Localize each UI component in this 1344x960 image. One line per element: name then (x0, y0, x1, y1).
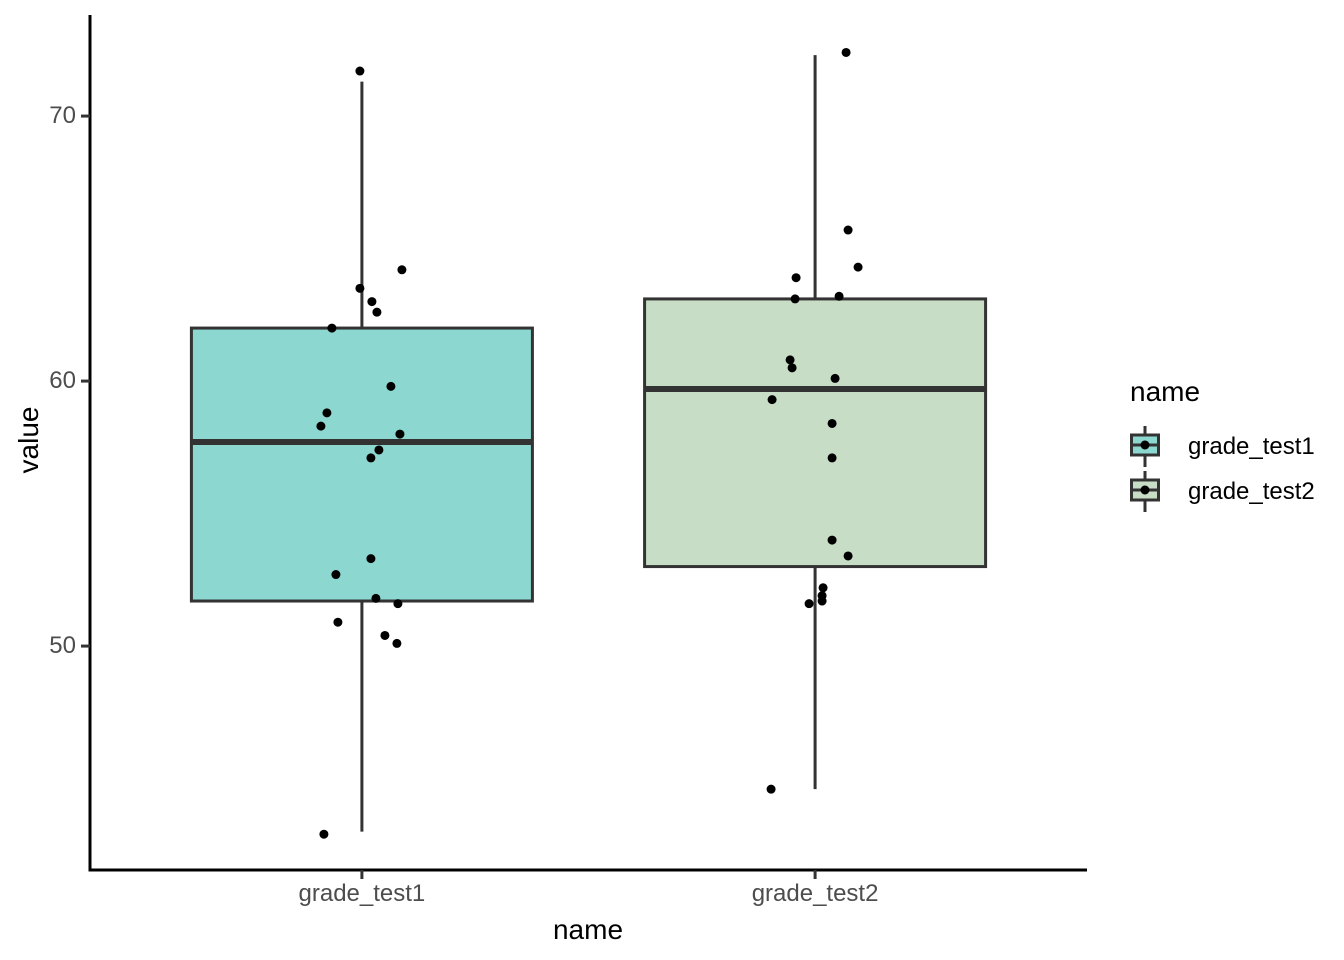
jitter-point (322, 408, 332, 418)
jitter-point (817, 596, 827, 606)
jitter-point (372, 307, 382, 317)
jitter-point (397, 265, 407, 275)
jitter-point (818, 583, 828, 593)
jitter-point (853, 262, 863, 272)
legend: name grade_test1 grade_test2 (1130, 376, 1344, 514)
x-tick-label-grade-test1: grade_test1 (298, 880, 426, 907)
jitter-point (843, 225, 853, 235)
jitter-point (827, 453, 837, 463)
jitter-point (319, 829, 329, 839)
jitter-point (316, 421, 326, 431)
jitter-point (787, 363, 797, 373)
legend-label: grade_test1 (1188, 432, 1315, 460)
box-grade_test1 (189, 326, 534, 603)
jitter-point (333, 617, 343, 627)
jitter-point (843, 551, 853, 561)
jitter-point (790, 294, 800, 304)
jitter-point (841, 47, 851, 57)
jitter-point (374, 445, 384, 455)
jitter-point (367, 297, 377, 307)
y-tick-label-70: 70 (49, 102, 76, 130)
jitter-point (392, 638, 402, 648)
x-tick-label-grade-test2: grade_test2 (751, 880, 879, 907)
jitter-point (355, 283, 365, 293)
jitter-point (785, 355, 795, 365)
jitter-point (767, 395, 777, 405)
y-tick-label-50: 50 (49, 632, 76, 660)
jitter-point (395, 429, 405, 439)
legend-title: name (1130, 376, 1201, 407)
jitter-point (827, 418, 837, 428)
jitter-point (371, 593, 381, 603)
jitter-point (366, 453, 376, 463)
jitter-point (386, 381, 396, 391)
jitter-point (366, 554, 376, 564)
y-tick-label-60: 60 (49, 367, 76, 395)
jitter-point (834, 291, 844, 301)
jitter-point (827, 535, 837, 545)
jitter-point (327, 323, 337, 333)
legend-label: grade_test2 (1188, 477, 1315, 505)
jitter-point (331, 570, 341, 580)
jitter-point (830, 373, 840, 383)
boxplot-key-icon (1130, 426, 1160, 467)
jitter-point (393, 599, 403, 609)
y-axis-title: value (13, 406, 44, 474)
legend-key-grade-test2: grade_test2 (1130, 469, 1344, 514)
box-grade_test2 (643, 297, 988, 569)
x-axis-title: name (552, 914, 624, 945)
boxplot-key-icon (1130, 471, 1160, 512)
jitter-point (355, 66, 365, 76)
jitter-point (791, 273, 801, 283)
jitter-point (766, 784, 776, 794)
legend-key-grade-test1: grade_test1 (1130, 424, 1344, 469)
jitter-point (804, 599, 814, 609)
jitter-point (380, 630, 390, 640)
